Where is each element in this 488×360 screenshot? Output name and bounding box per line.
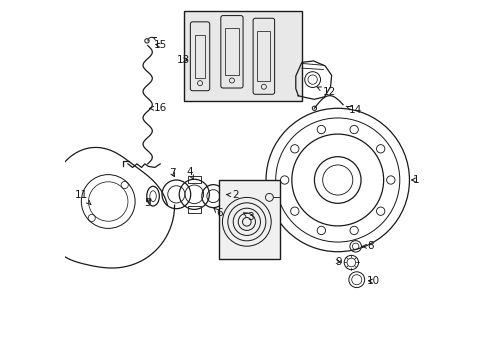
Bar	[194, 35, 205, 78]
Text: 5: 5	[144, 198, 151, 208]
Text: 15: 15	[153, 40, 166, 50]
Text: 8: 8	[361, 241, 373, 251]
Text: 16: 16	[149, 103, 166, 113]
Text: 9: 9	[334, 257, 341, 267]
Text: 13: 13	[177, 55, 190, 65]
Bar	[187, 206, 201, 213]
Circle shape	[312, 106, 316, 111]
Bar	[224, 28, 238, 75]
Text: 14: 14	[346, 105, 362, 116]
Bar	[219, 180, 280, 259]
Bar	[183, 12, 301, 101]
Text: 6: 6	[213, 208, 222, 219]
Bar	[187, 176, 201, 183]
Text: 3: 3	[243, 212, 253, 222]
Text: 4: 4	[186, 167, 193, 180]
Bar	[257, 31, 270, 81]
Text: 11: 11	[74, 190, 91, 205]
Text: 12: 12	[317, 87, 336, 98]
Text: 10: 10	[366, 276, 379, 286]
Text: 7: 7	[169, 168, 175, 178]
Text: 1: 1	[411, 175, 418, 185]
Text: 2: 2	[226, 190, 238, 200]
